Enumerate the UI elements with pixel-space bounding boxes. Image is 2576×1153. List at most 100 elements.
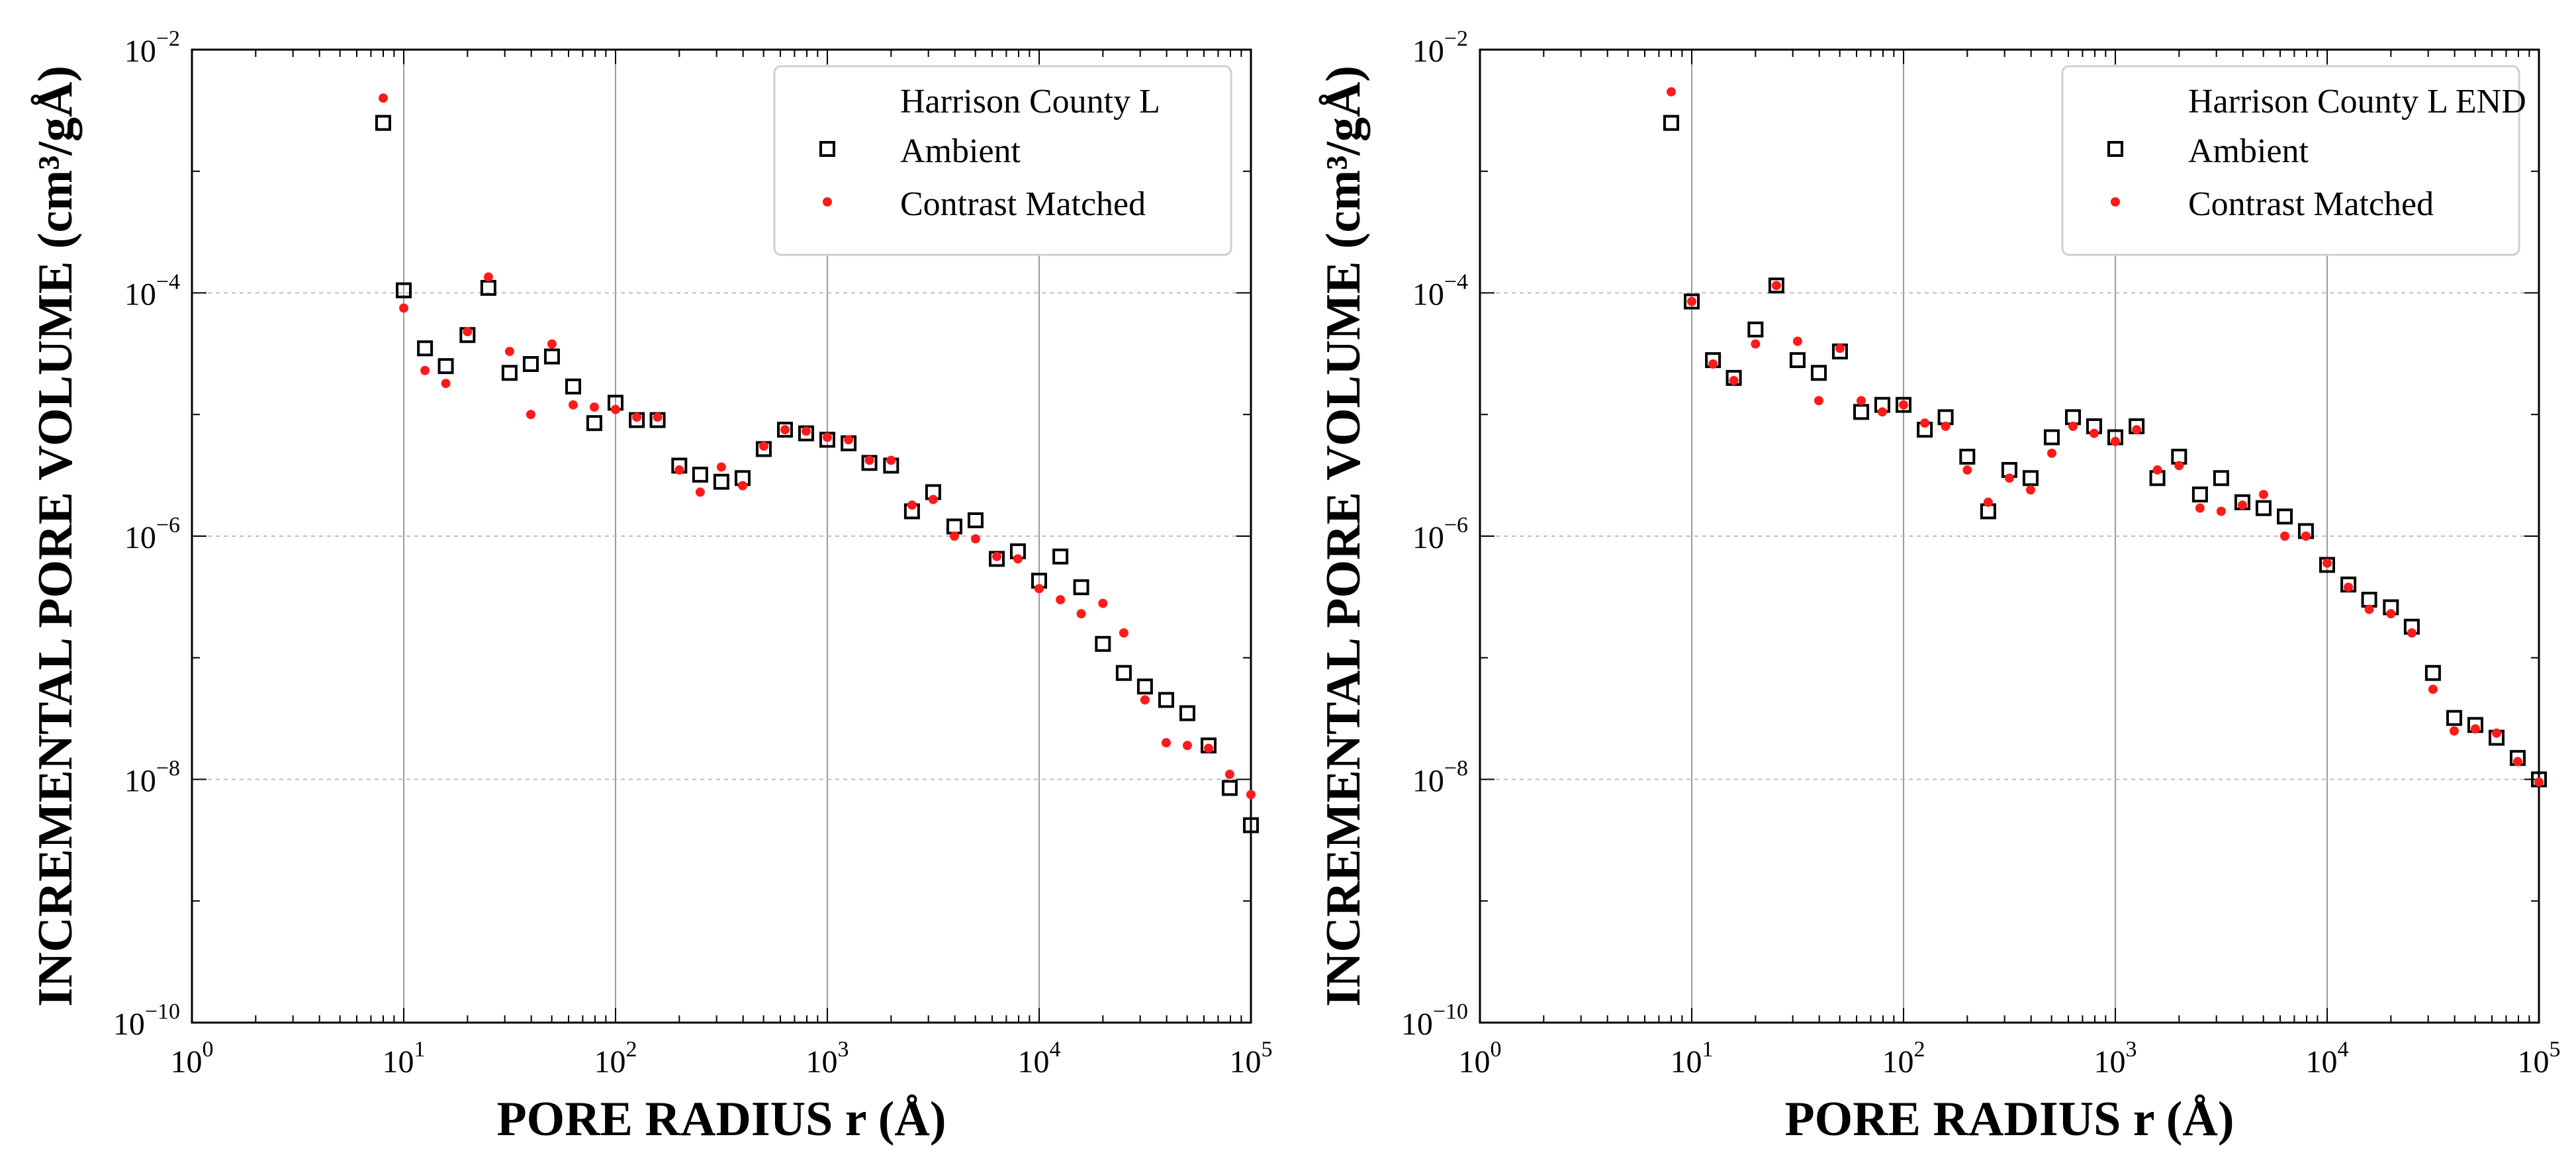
data-point-contrast-matched (695, 487, 705, 497)
data-point-contrast-matched (2323, 558, 2332, 568)
y-tick-label-base: 10 (124, 277, 156, 312)
y-tick-label: 10−2 (124, 26, 180, 69)
chart-right: 100 101 102 103 104 10510−1010−810−610−410−2P… (1316, 26, 2561, 1146)
x-tick-label-exponent: 0 (203, 1037, 214, 1062)
legend: Harrison County L Ambient Contrast Matched (773, 65, 1232, 256)
tick-marks (191, 49, 1251, 1023)
data-point-contrast-matched (2237, 500, 2247, 510)
x-tick-label-base: 10 (383, 1044, 414, 1080)
data-point-contrast-matched (1246, 790, 1256, 800)
data-point-contrast-matched (1161, 738, 1171, 748)
data-point-ambient (2446, 710, 2462, 726)
series-ambient (375, 115, 1259, 833)
data-point-contrast-matched (1983, 497, 1993, 507)
data-point-contrast-matched (2512, 757, 2522, 766)
x-tick-label: 103 (806, 1037, 849, 1080)
data-point-contrast-matched (420, 365, 430, 375)
x-tick-label: 102 (1882, 1037, 1925, 1080)
data-point-contrast-matched (1013, 554, 1023, 564)
data-point-contrast-matched (1941, 422, 1951, 432)
data-point-contrast-matched (1899, 400, 1908, 410)
data-point-contrast-matched (949, 531, 959, 541)
x-tick-label: 102 (594, 1037, 637, 1080)
data-point-contrast-matched (2344, 582, 2354, 592)
x-tick-label-base: 10 (2094, 1044, 2126, 1080)
data-point-contrast-matched (970, 534, 980, 544)
legend-title: Harrison County L (900, 83, 1160, 120)
y-tick-label: 10−10 (1401, 999, 1468, 1042)
x-tick-label-exponent: 5 (1262, 1037, 1273, 1062)
data-point-contrast-matched (1771, 281, 1781, 291)
data-point-contrast-matched (2004, 473, 2014, 483)
x-tick-label: 104 (2306, 1037, 2349, 1080)
data-point-contrast-matched (1119, 628, 1128, 638)
x-tick-label-exponent: 4 (2338, 1037, 2349, 1062)
x-tick-label: 104 (1018, 1037, 1061, 1080)
data-point-contrast-matched (864, 455, 874, 465)
legend-label-contrast-matched: Contrast Matched (900, 185, 1146, 223)
y-tick-label-exponent: −4 (1444, 270, 1468, 295)
y-tick-label-base: 10 (124, 520, 156, 555)
x-tick-label: 105 (2518, 1037, 2561, 1080)
data-point-ambient (1684, 293, 1700, 310)
x-tick-label: 103 (2094, 1037, 2137, 1080)
data-point-contrast-matched (2407, 628, 2416, 638)
x-tick-label-exponent: 4 (1050, 1037, 1061, 1062)
data-point-contrast-matched (653, 412, 663, 422)
data-point-contrast-matched (992, 551, 1002, 561)
x-tick-label-base: 10 (2518, 1044, 2550, 1080)
x-tick-label-base: 10 (171, 1044, 203, 1080)
data-point-contrast-matched (632, 412, 642, 422)
data-point-ambient (1052, 548, 1069, 565)
data-point-contrast-matched (1920, 418, 1930, 428)
y-tick-label: 10−2 (1412, 26, 1468, 69)
data-point-contrast-matched (2111, 437, 2120, 447)
data-point-ambient (777, 422, 794, 438)
y-tick-label-exponent: −8 (156, 757, 180, 781)
x-tick-label-base: 10 (1459, 1044, 1491, 1080)
y-tick-label-exponent: −8 (1444, 757, 1468, 781)
data-point-ambient (1095, 635, 1111, 652)
data-point-ambient (565, 378, 582, 394)
y-tick-label-exponent: −6 (156, 513, 180, 537)
legend-label-contrast-matched: Contrast Matched (2188, 185, 2434, 223)
chart-panel-right: 100 101 102 103 104 105 10−10 10−8 10−6 10−4 10−2 P… (1288, 0, 2576, 1153)
data-point-ambient (2022, 470, 2039, 486)
data-point-ambient (396, 282, 412, 299)
data-point-ambient (2255, 500, 2272, 516)
series-contrast-matched (1666, 87, 2544, 787)
data-point-contrast-matched (1751, 339, 1761, 349)
legend-marker-ambient (2107, 141, 2123, 157)
y-tick-label-exponent: −10 (145, 999, 180, 1024)
data-point-contrast-matched (928, 494, 938, 504)
y-tick-label-base: 10 (1412, 277, 1444, 312)
data-point-ambient (1789, 352, 1806, 369)
legend-marker-contrast-matched (2111, 197, 2120, 207)
data-point-contrast-matched (674, 465, 684, 475)
y-tick-label: 10−8 (1412, 757, 1468, 799)
x-tick-label-base: 10 (1882, 1044, 1914, 1080)
data-point-ambient (1663, 115, 1679, 131)
x-tick-label-exponent: 2 (1914, 1037, 1925, 1062)
y-tick-label: 10−6 (124, 513, 180, 555)
legend-title: Harrison County L END (2188, 83, 2526, 120)
x-tick-label-base: 10 (2306, 1044, 2338, 1080)
y-tick-label-base: 10 (1412, 520, 1444, 555)
data-point-contrast-matched (886, 455, 896, 465)
data-point-contrast-matched (399, 303, 408, 313)
x-tick-label: 100 (1459, 1037, 1502, 1080)
data-point-contrast-matched (1857, 396, 1866, 406)
data-point-contrast-matched (1098, 598, 1108, 608)
plot-frame (191, 48, 1252, 1024)
data-point-ambient (1768, 277, 1784, 294)
data-point-ambient (1179, 705, 1195, 721)
legend-box (773, 65, 1232, 256)
y-tick-label: 10−4 (1412, 270, 1468, 312)
y-tick-label-base: 10 (1412, 764, 1444, 799)
data-point-contrast-matched (2089, 428, 2099, 438)
data-point-contrast-matched (716, 462, 726, 472)
data-point-ambient (2277, 508, 2293, 525)
data-point-contrast-matched (2428, 684, 2438, 694)
data-point-contrast-matched (2195, 503, 2205, 513)
x-tick-label-base: 10 (1671, 1044, 1702, 1080)
